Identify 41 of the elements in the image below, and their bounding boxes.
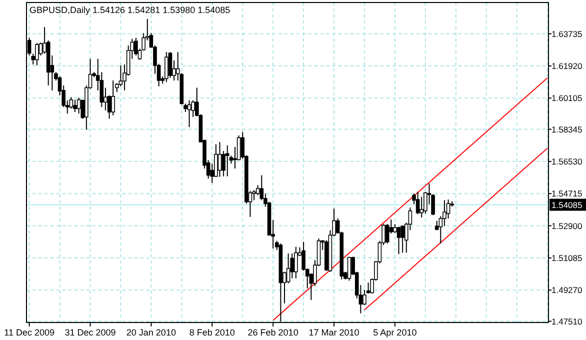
line-series xyxy=(272,77,548,321)
candlestick xyxy=(400,224,404,254)
y-tick-label: 1.54715 xyxy=(552,188,582,199)
candlestick xyxy=(35,42,39,66)
candlestick xyxy=(362,290,366,306)
x-tick-label: 31 Dec 2009 xyxy=(64,328,116,338)
candlestick xyxy=(420,196,424,218)
candlestick xyxy=(73,99,77,112)
y-tick-label: 1.58345 xyxy=(552,124,582,134)
x-tick-label: 5 Apr 2010 xyxy=(373,328,417,338)
y-tick-label: 1.56530 xyxy=(552,156,582,166)
y-tick-label: 1.61920 xyxy=(552,60,582,71)
y-tick-label: 1.49270 xyxy=(552,285,582,296)
candlestick xyxy=(347,256,352,282)
candlestick xyxy=(294,246,298,279)
y-tick-label: 1.51085 xyxy=(552,252,582,263)
candlestick xyxy=(218,141,222,178)
candlestick xyxy=(225,144,230,177)
candlestick xyxy=(168,52,172,78)
y-tick-label: 1.60105 xyxy=(552,93,582,104)
candlestick xyxy=(164,52,168,83)
candlestick xyxy=(111,80,115,116)
candlestick xyxy=(416,191,420,215)
candlestick xyxy=(187,100,192,128)
x-tick-label: 8 Feb 2010 xyxy=(189,328,235,338)
y-tick-label: 1.63735 xyxy=(552,28,582,39)
y-tick-label: 1.52900 xyxy=(552,220,582,231)
candlestick xyxy=(69,96,74,110)
chart-title: GBPUSD,Daily 1.54126 1.54281 1.53980 1.54085 xyxy=(30,5,230,15)
candlestick xyxy=(76,97,81,114)
x-tick-label: 17 Mar 2010 xyxy=(308,328,360,338)
candlestick xyxy=(385,224,390,244)
line-series xyxy=(364,148,548,310)
x-tick-label: 11 Dec 2009 xyxy=(4,328,54,338)
x-tick-label: 26 Feb 2010 xyxy=(248,328,298,338)
ref-line-label: 1.54085 xyxy=(552,200,582,210)
y-tick-label: 1.47510 xyxy=(552,316,582,326)
candlestick xyxy=(396,226,401,255)
x-tick-label: 20 Jan 2010 xyxy=(126,328,176,338)
candlestick xyxy=(134,37,138,56)
candlestick xyxy=(256,184,260,196)
